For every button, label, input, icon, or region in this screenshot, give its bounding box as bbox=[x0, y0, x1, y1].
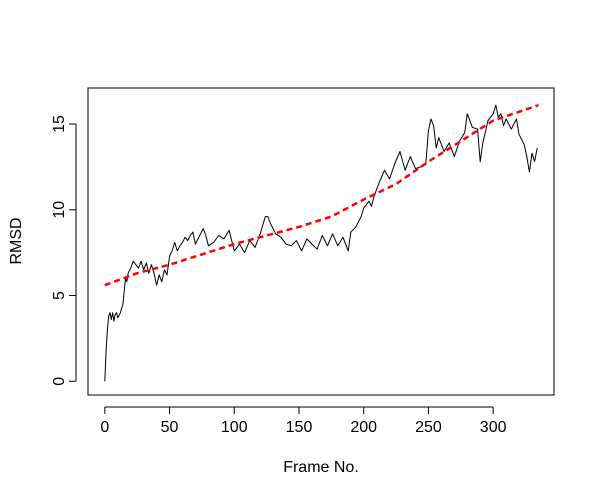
x-axis: 0 50 100 150 200 250 300 bbox=[100, 406, 507, 436]
y-tick-label: 0 bbox=[51, 377, 68, 386]
y-tick-label: 15 bbox=[51, 115, 68, 133]
x-tick-label: 300 bbox=[480, 419, 507, 436]
y-tick-label: 5 bbox=[51, 291, 68, 300]
trend-line bbox=[104, 104, 539, 287]
series-layer bbox=[104, 104, 539, 382]
x-tick-label: 50 bbox=[161, 419, 179, 436]
x-tick-label: 250 bbox=[415, 419, 442, 436]
x-tick-label: 150 bbox=[286, 419, 313, 436]
x-tick-label: 0 bbox=[100, 419, 109, 436]
x-axis-title: Frame No. bbox=[283, 459, 359, 476]
y-tick-label: 10 bbox=[51, 201, 68, 219]
plot-frame bbox=[87, 87, 555, 396]
y-axis-title: RMSD bbox=[8, 217, 25, 264]
rmsd-line bbox=[104, 104, 538, 382]
x-tick-label: 200 bbox=[350, 419, 377, 436]
x-tick-label: 100 bbox=[221, 419, 248, 436]
y-axis: 0 5 10 15 bbox=[51, 115, 77, 386]
